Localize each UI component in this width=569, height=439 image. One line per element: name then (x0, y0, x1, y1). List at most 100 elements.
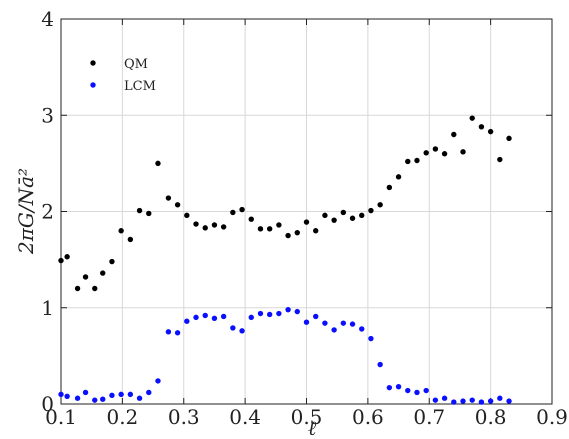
qm-data-point (322, 212, 328, 219)
x-tick-label: 0.1 (45, 405, 77, 429)
qm-data-point (331, 217, 337, 223)
qm-data-point (127, 236, 134, 243)
lcm-data-point (257, 310, 264, 317)
qm-data-point (257, 226, 264, 232)
lcm-data-point (478, 399, 485, 405)
legend-marker-lcm (90, 82, 96, 88)
y-tick-label: 0 (41, 392, 54, 416)
y-tick-label: 3 (41, 103, 54, 127)
qm-data-point (506, 135, 512, 142)
lcm-data-point (127, 391, 134, 398)
qm-data-point (368, 207, 374, 214)
qm-data-point (239, 206, 245, 213)
y-tick-label: 2 (41, 200, 54, 224)
tick-labels: 0.1 0.2 0.3 0.4 0.5 0.6 0.7 0.8 0.9 0 1 2 3 4 (41, 7, 568, 429)
qm-data-point (349, 215, 356, 221)
qm-data-point (414, 157, 420, 164)
lcm-data-point (441, 395, 448, 401)
lcm-data-point (165, 329, 172, 335)
data-points (58, 115, 512, 405)
lcm-data-point (386, 384, 393, 391)
qm-data-point (423, 150, 429, 156)
lcm-data-point (211, 315, 218, 322)
lcm-data-point (155, 378, 161, 384)
qm-data-point (82, 274, 89, 280)
lcm-data-point (469, 397, 475, 403)
lcm-data-point (359, 326, 365, 332)
qm-data-point (294, 229, 300, 236)
qm-data-point (377, 202, 383, 208)
qm-data-point (405, 158, 411, 165)
x-tick-label: 0.2 (106, 405, 138, 429)
y-tick-label: 1 (41, 296, 54, 320)
lcm-data-point (414, 389, 420, 396)
qm-data-point (165, 195, 172, 201)
qm-data-point (386, 184, 393, 191)
lcm-data-point (313, 313, 319, 320)
lcm-data-point (377, 361, 383, 368)
lcm-data-point (266, 311, 273, 318)
lcm-data-point (497, 395, 503, 401)
x-tick-label: 0.6 (352, 405, 384, 429)
lcm-data-point (239, 328, 245, 334)
y-tick-label: 4 (41, 7, 54, 31)
qm-data-point (118, 228, 124, 234)
lcm-data-point (423, 387, 429, 394)
lcm-data-point (460, 398, 466, 404)
qm-data-point (285, 232, 291, 239)
qm-data-point (487, 128, 494, 135)
qm-data-point (451, 131, 457, 138)
qm-data-point (64, 254, 70, 260)
lcm-data-point (451, 399, 457, 405)
lcm-data-point (432, 397, 439, 403)
lcm-data-point (220, 313, 227, 320)
x-tick-label: 0.7 (413, 405, 445, 429)
lcm-data-point (368, 335, 374, 342)
lcm-data-point (109, 392, 115, 399)
lcm-data-point (230, 325, 236, 331)
x-tick-label: 0.9 (536, 405, 568, 429)
lcm-data-point (294, 308, 300, 315)
qm-data-point (100, 270, 106, 276)
qm-data-point (266, 226, 273, 232)
lcm-data-point (349, 321, 356, 327)
x-tick-label: 0.4 (229, 405, 261, 429)
qm-data-point (155, 160, 161, 167)
qm-data-point (136, 207, 143, 214)
legend: QM LCM (90, 57, 156, 94)
lcm-data-point (248, 314, 254, 321)
x-tick-label: 0.5 (291, 405, 323, 429)
lcm-data-point (174, 330, 181, 336)
qm-data-point (497, 156, 503, 163)
qm-data-point (303, 219, 310, 225)
qm-data-point (58, 257, 64, 264)
qm-data-point (441, 151, 448, 157)
x-axis-title: ℓ (308, 416, 317, 439)
lcm-data-point (202, 312, 208, 319)
legend-marker-qm (90, 60, 96, 66)
lcm-data-point (92, 397, 98, 403)
y-axis-title: 2πG/Nā² (14, 168, 38, 255)
qm-data-point (174, 202, 181, 208)
lcm-data-point (184, 318, 190, 324)
qm-data-point (340, 209, 347, 216)
qm-data-point (432, 146, 439, 152)
qm-data-point (313, 228, 319, 234)
x-tick-label: 0.8 (475, 405, 507, 429)
lcm-data-point (146, 389, 152, 396)
qm-data-point (359, 212, 365, 219)
lcm-data-point (331, 327, 337, 333)
lcm-data-point (506, 398, 512, 404)
legend-label-qm: QM (124, 57, 148, 72)
qm-data-point (184, 212, 190, 219)
lcm-data-point (303, 319, 310, 325)
qm-data-point (211, 222, 218, 228)
legend-label-lcm: LCM (124, 79, 156, 94)
qm-data-point (478, 124, 485, 130)
lcm-data-point (322, 320, 328, 326)
lcm-data-point (395, 383, 402, 390)
qm-data-point (248, 216, 254, 222)
axis-ticks (60, 18, 553, 405)
